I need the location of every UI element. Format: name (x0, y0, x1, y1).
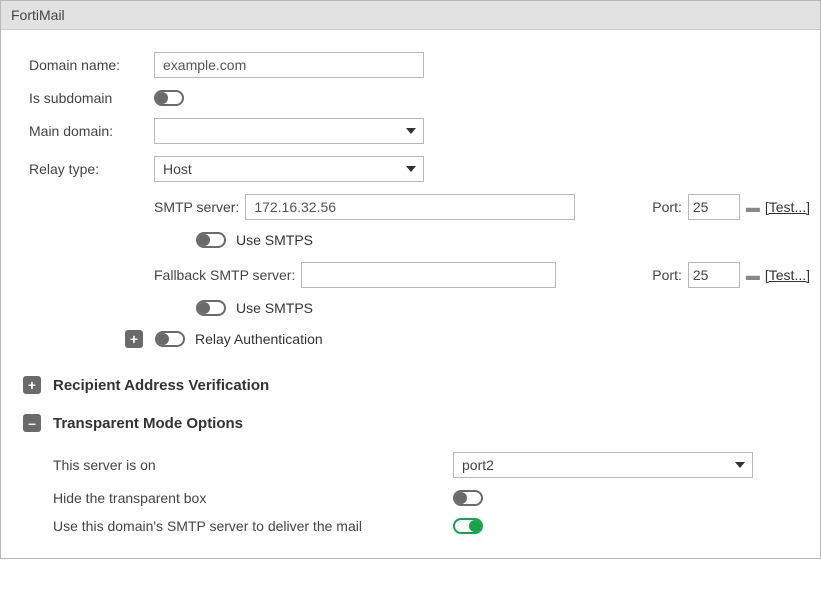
fallback-port-label: Port: (652, 267, 682, 283)
smtp-use-smtps-row: Use SMTPS (154, 232, 810, 248)
relay-auth-label: Relay Authentication (195, 331, 323, 347)
domain-name-input[interactable] (154, 52, 424, 78)
is-subdomain-toggle[interactable] (154, 90, 184, 106)
main-domain-select[interactable] (154, 118, 424, 144)
tmo-use-smtp-label: Use this domain's SMTP server to deliver… (53, 518, 453, 534)
tmo-server-on-row: This server is on port2 (53, 452, 810, 478)
fallback-use-smtps-row: Use SMTPS (154, 300, 810, 316)
smtp-use-smtps-toggle[interactable] (196, 232, 226, 248)
relay-auth-toggle[interactable] (155, 331, 185, 347)
tmo-body: This server is on port2 Hide the transpa… (53, 452, 810, 534)
rav-title: Recipient Address Verification (53, 377, 269, 394)
fallback-smtp-row: Fallback SMTP server: Port: 25 ▬ [Test..… (154, 262, 810, 288)
fallback-smtp-label: Fallback SMTP server: (154, 267, 295, 283)
tmo-hide-box-row: Hide the transparent box (53, 490, 810, 506)
relay-auth-expand-icon[interactable]: + (125, 330, 143, 348)
tmo-use-smtp-toggle[interactable] (453, 518, 483, 534)
smtp-test-link[interactable]: [Test...] (765, 199, 810, 215)
chevron-down-icon (406, 166, 416, 172)
relay-type-row: Relay type: Host (29, 156, 810, 182)
fortimail-panel: FortiMail Domain name: Is subdomain Main… (0, 0, 821, 559)
dash-icon: ▬ (746, 267, 759, 283)
tmo-hide-box-toggle[interactable] (453, 490, 483, 506)
smtp-server-row: SMTP server: Port: 25 ▬ [Test...] (154, 194, 810, 220)
tmo-hide-box-label: Hide the transparent box (53, 490, 453, 506)
smtp-port-label: Port: (652, 199, 682, 215)
chevron-down-icon (735, 462, 745, 468)
tmo-server-on-label: This server is on (53, 457, 453, 473)
rav-expand-icon[interactable]: + (23, 376, 41, 394)
smtp-server-input[interactable] (245, 194, 575, 220)
rav-section: + Recipient Address Verification (23, 376, 810, 394)
main-domain-value (154, 118, 424, 144)
smtp-use-smtps-label: Use SMTPS (236, 232, 313, 248)
fallback-use-smtps-toggle[interactable] (196, 300, 226, 316)
smtp-server-label: SMTP server: (154, 199, 239, 215)
smtp-port-input[interactable]: 25 (688, 194, 740, 220)
tmo-title: Transparent Mode Options (53, 415, 243, 432)
tmo-server-on-select[interactable]: port2 (453, 452, 753, 478)
smtp-block: SMTP server: Port: 25 ▬ [Test...] Use SM… (154, 194, 810, 316)
domain-name-row: Domain name: (29, 52, 810, 78)
relay-auth-row: + Relay Authentication (125, 330, 810, 348)
dash-icon: ▬ (746, 199, 759, 215)
fallback-use-smtps-label: Use SMTPS (236, 300, 313, 316)
tmo-server-on-value: port2 (453, 452, 753, 478)
main-domain-label: Main domain: (29, 123, 154, 139)
is-subdomain-label: Is subdomain (29, 90, 154, 106)
domain-name-label: Domain name: (29, 57, 154, 73)
relay-type-select[interactable]: Host (154, 156, 424, 182)
main-domain-row: Main domain: (29, 118, 810, 144)
form-content: Domain name: Is subdomain Main domain: R… (1, 30, 820, 558)
relay-type-value: Host (154, 156, 424, 182)
fallback-port-input[interactable]: 25 (688, 262, 740, 288)
tmo-section: – Transparent Mode Options (23, 414, 810, 432)
chevron-down-icon (406, 128, 416, 134)
tmo-collapse-icon[interactable]: – (23, 414, 41, 432)
relay-type-label: Relay type: (29, 161, 154, 177)
is-subdomain-row: Is subdomain (29, 90, 810, 106)
tmo-use-smtp-row: Use this domain's SMTP server to deliver… (53, 518, 810, 534)
fallback-test-link[interactable]: [Test...] (765, 267, 810, 283)
fallback-smtp-input[interactable] (301, 262, 556, 288)
window-title: FortiMail (1, 1, 820, 30)
